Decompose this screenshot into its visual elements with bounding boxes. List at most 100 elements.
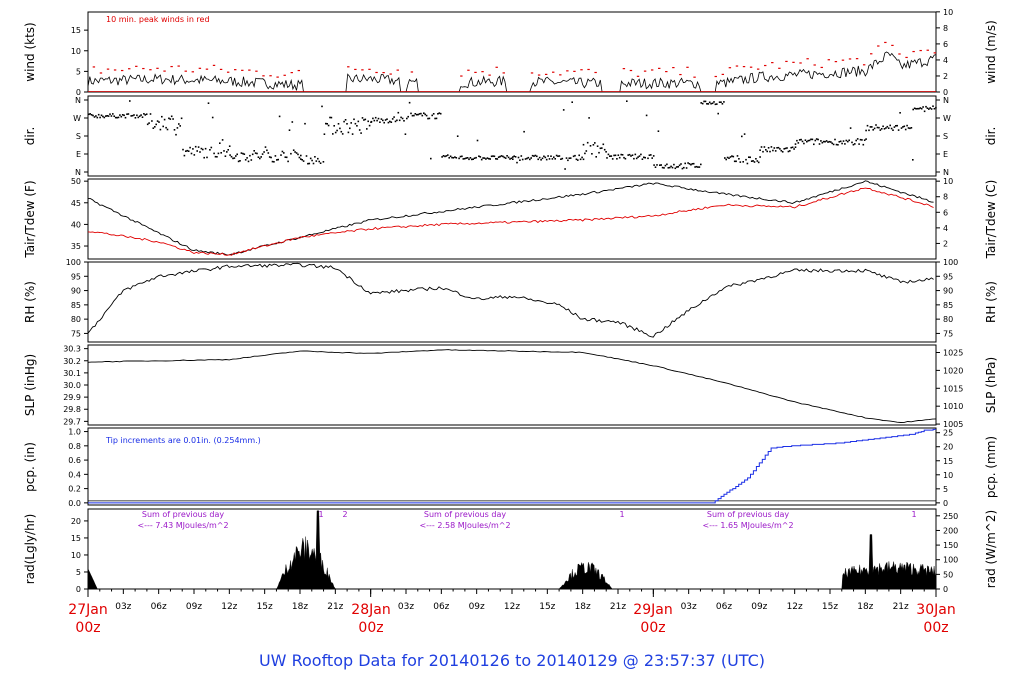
- dir-right-label: dir.: [984, 127, 998, 146]
- direction-point: [536, 155, 538, 158]
- direction-point: [90, 114, 93, 116]
- direction-point: [935, 106, 937, 109]
- x-tick-label: 15z: [822, 602, 838, 612]
- direction-point: [458, 157, 460, 160]
- y-tick-label: 20: [71, 517, 81, 526]
- direction-point: [879, 129, 882, 131]
- direction-point: [811, 138, 814, 141]
- direction-point: [724, 157, 726, 159]
- direction-point: [875, 124, 877, 126]
- direction-point: [732, 155, 735, 158]
- direction-point: [550, 155, 552, 157]
- direction-point: [820, 140, 822, 142]
- direction-point: [902, 126, 904, 128]
- direction-point: [439, 112, 442, 115]
- direction-point: [797, 142, 800, 144]
- direction-point: [251, 153, 254, 156]
- direction-point: [643, 156, 645, 159]
- direction-point: [832, 143, 835, 146]
- direction-point: [745, 158, 747, 161]
- direction-point: [896, 124, 898, 127]
- y-tick-label: N: [943, 168, 949, 177]
- direction-point: [96, 116, 99, 119]
- direction-point: [295, 152, 298, 154]
- direction-point: [545, 158, 548, 161]
- direction-point: [610, 155, 613, 157]
- direction-point: [707, 103, 710, 105]
- direction-point: [830, 141, 832, 143]
- y-tick-label: 0.0: [68, 499, 81, 508]
- direction-point: [280, 154, 282, 156]
- direction-point: [923, 110, 926, 113]
- direction-point: [257, 156, 260, 158]
- direction-point: [673, 163, 675, 166]
- rad-sum-2-line2: <--- 2.58 MJoules/m^2: [419, 521, 510, 530]
- y-tick-label: 95: [71, 272, 81, 281]
- direction-point: [729, 156, 732, 158]
- direction-point: [444, 155, 446, 158]
- direction-point: [325, 122, 327, 125]
- direction-point: [627, 154, 629, 156]
- direction-point: [930, 108, 933, 110]
- direction-point: [553, 156, 555, 158]
- direction-point: [471, 158, 473, 161]
- direction-point: [403, 120, 405, 122]
- wind-left-label: wind (kts): [23, 22, 37, 81]
- direction-point: [373, 119, 376, 122]
- direction-point: [681, 167, 684, 170]
- direction-point: [451, 156, 453, 159]
- direction-point: [790, 146, 792, 149]
- direction-point: [838, 141, 841, 143]
- direction-point: [432, 113, 435, 115]
- direction-point: [364, 118, 367, 121]
- direction-point: [185, 150, 187, 152]
- direction-point: [831, 142, 833, 145]
- direction-point: [288, 129, 291, 131]
- direction-point: [478, 155, 480, 157]
- direction-point: [339, 127, 341, 130]
- direction-point: [497, 156, 500, 158]
- direction-point: [448, 157, 450, 159]
- direction-point: [647, 157, 649, 160]
- direction-point: [445, 155, 448, 157]
- direction-point: [140, 114, 142, 116]
- direction-point: [193, 154, 196, 156]
- direction-point: [708, 101, 711, 104]
- direction-point: [582, 143, 585, 146]
- y-tick-label: 0.4: [68, 470, 81, 479]
- direction-point: [543, 155, 545, 158]
- slp-right-label: SLP (hPa): [984, 357, 998, 413]
- direction-point: [202, 148, 204, 151]
- x-tick-label: 03z: [681, 602, 697, 612]
- direction-point: [459, 155, 462, 158]
- direction-point: [311, 159, 313, 162]
- direction-point: [504, 157, 507, 159]
- direction-point: [323, 133, 326, 135]
- direction-point: [534, 154, 537, 157]
- direction-point: [757, 161, 760, 164]
- direction-point: [219, 142, 221, 144]
- direction-point: [630, 155, 632, 157]
- direction-point: [178, 123, 180, 125]
- direction-point: [572, 155, 575, 158]
- tick-layer: 03z 06z 09z 12z 15z 18z 21z 03z 06z 09z 12z 15z 18z 2…: [63, 8, 963, 612]
- direction-point: [408, 101, 411, 104]
- direction-point: [496, 158, 499, 160]
- direction-point: [577, 159, 579, 161]
- y-tick-label: 4: [943, 224, 948, 233]
- direction-point: [871, 126, 873, 128]
- direction-point: [529, 158, 531, 161]
- direction-point: [235, 155, 237, 157]
- direction-point: [873, 127, 876, 130]
- direction-point: [766, 150, 768, 153]
- day-label-4-hour: 00z: [923, 620, 948, 636]
- direction-point: [663, 167, 665, 169]
- direction-point: [541, 157, 544, 160]
- direction-point: [781, 151, 784, 153]
- direction-point: [713, 101, 715, 103]
- direction-point: [207, 102, 210, 104]
- direction-point: [250, 159, 253, 161]
- y-tick-label: 75: [943, 329, 953, 338]
- direction-point: [512, 158, 514, 160]
- direction-point: [136, 114, 138, 117]
